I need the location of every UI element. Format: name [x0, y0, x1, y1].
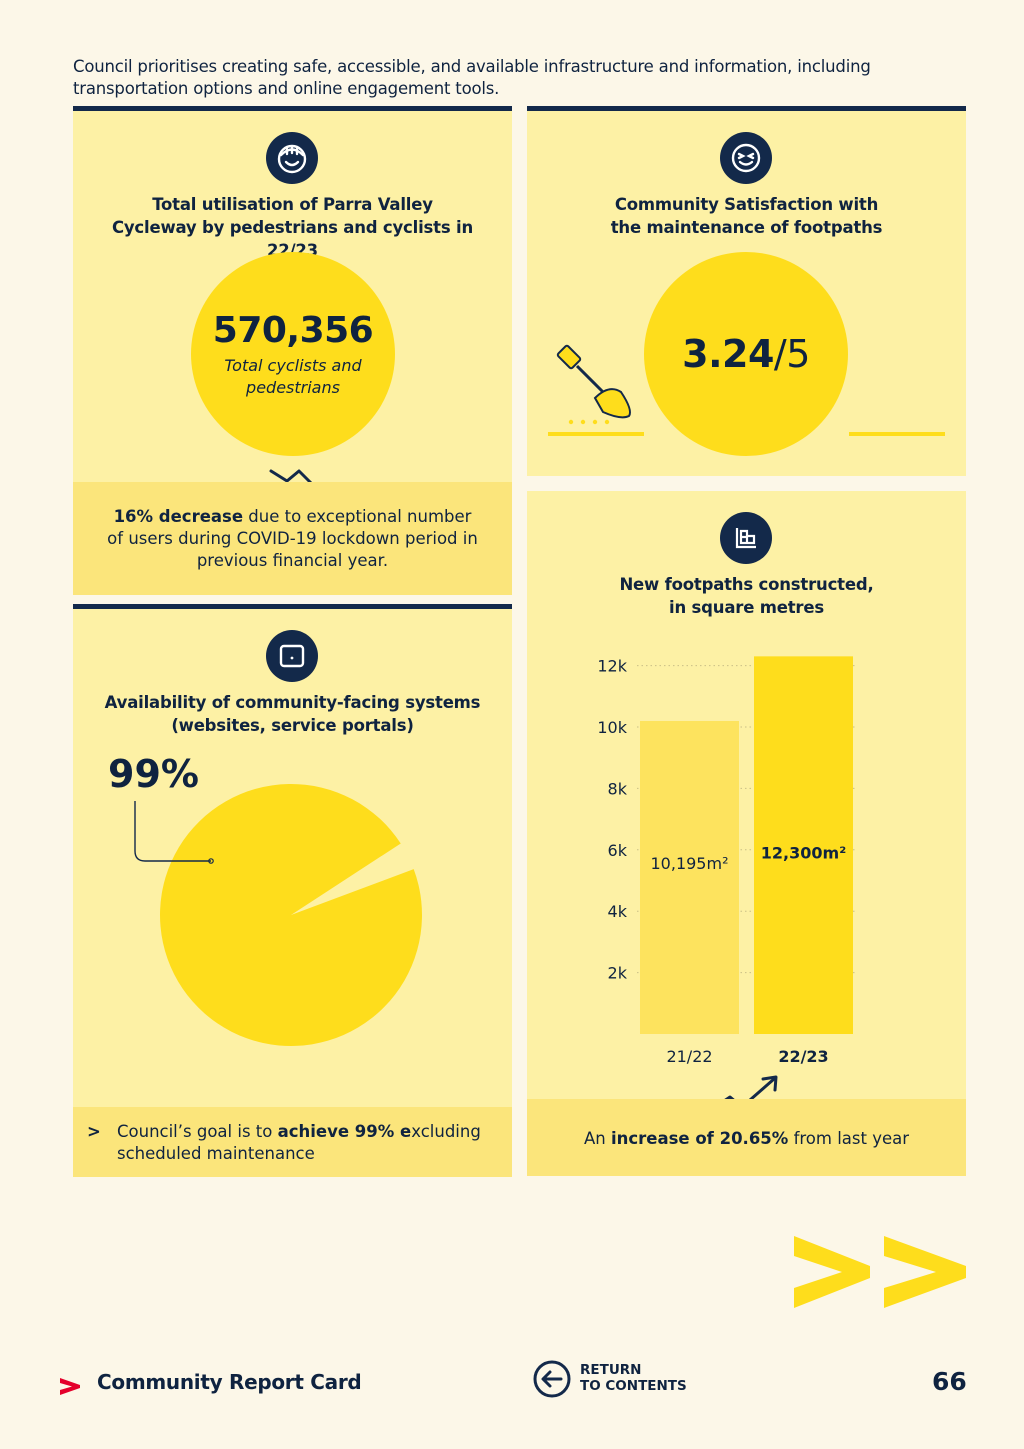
ground-line-right	[849, 432, 945, 436]
helmet-smile-icon	[266, 132, 318, 184]
availability-note-prefix: Council’s goal is to	[117, 1122, 278, 1141]
availability-title: Availability of community-facing systems…	[104, 693, 481, 735]
satisfaction-title: Community Satisfaction with the maintena…	[610, 195, 883, 237]
ground-line-left	[548, 432, 644, 436]
page-footer: Community Report Card RETURN TO CONTENTS…	[0, 1355, 1024, 1415]
cycleway-note: 16% decrease due to exceptional number o…	[73, 482, 512, 595]
satisfaction-score: 3.24/5	[682, 332, 810, 376]
bar-21/22	[640, 720, 739, 1034]
availability-card: Availability of community-facing systems…	[73, 604, 512, 1177]
double-chevron-icon	[794, 1236, 966, 1308]
x-tick-label: 21/22	[666, 1047, 712, 1066]
return-label: RETURN TO CONTENTS	[580, 1362, 687, 1394]
availability-note-rest: xcluding scheduled maintenance	[117, 1122, 481, 1163]
cycleway-title: Total utilisation of Parra Valley Cyclew…	[111, 195, 474, 260]
bar-22/23	[754, 656, 853, 1034]
return-line-1: RETURN	[580, 1362, 642, 1378]
red-chevron-icon	[60, 1378, 80, 1395]
bar-data-label: 12,300m²	[761, 843, 846, 862]
availability-note-bold: achieve 99% e	[277, 1122, 412, 1141]
satisfaction-card: Community Satisfaction with the maintena…	[527, 106, 966, 476]
y-tick-label: 12k	[597, 657, 627, 676]
pie-slice-available	[160, 784, 423, 1047]
cycleway-note-bold: 16% decrease	[113, 507, 244, 526]
footpaths-note-bold: increase of 20.65%	[610, 1129, 789, 1148]
footpaths-bar-chart: 2k 4k 6k 8k 10k 12k 21/22 10,195m² 22/23 12,300m²	[597, 656, 857, 1066]
shovel-icon	[556, 344, 631, 425]
y-tick-label: 10k	[597, 718, 627, 737]
footpaths-note-prefix: An	[583, 1129, 611, 1148]
chevron-right-icon: >	[87, 1122, 101, 1141]
footpaths-title: New footpaths constructed, in square met…	[619, 575, 874, 617]
report-name: Community Report Card	[97, 1370, 362, 1394]
y-tick-label: 4k	[608, 902, 628, 921]
intro-text: Council prioritises creating safe, acces…	[73, 57, 871, 98]
footpaths-note: An increase of 20.65% from last year	[527, 1099, 966, 1176]
y-tick-label: 2k	[608, 964, 628, 983]
callout-dot	[208, 858, 214, 864]
cycleway-note-text: due to exceptional number of users durin…	[107, 507, 478, 570]
bar-data-label: 10,195m²	[651, 854, 729, 873]
return-line-2: TO CONTENTS	[580, 1378, 687, 1394]
arrow-left-circle-icon	[533, 1360, 571, 1398]
callout-line	[134, 801, 211, 862]
page-number: 66	[932, 1367, 967, 1396]
availability-note: > Council’s goal is to achieve 99% exclu…	[73, 1107, 512, 1177]
footpaths-note-rest: from last year	[788, 1129, 910, 1148]
return-to-contents-link[interactable]: RETURN TO CONTENTS	[532, 1358, 702, 1402]
cycleway-value: 570,356	[212, 309, 374, 351]
y-tick-label: 8k	[608, 779, 628, 798]
monitor-icon	[266, 630, 318, 682]
availability-pie-chart	[134, 784, 423, 1047]
footpaths-card: New footpaths constructed, in square met…	[527, 491, 966, 1176]
y-tick-label: 6k	[608, 841, 628, 860]
x-tick-label: 22/23	[778, 1047, 828, 1066]
smiley-icon	[720, 132, 772, 184]
cycleway-card: Total utilisation of Parra Valley Cyclew…	[73, 106, 512, 595]
satisfaction-score-scale: /5	[773, 332, 810, 376]
cycleway-circle: 570,356 Total cyclists and pedestrians	[191, 252, 395, 456]
cycleway-subtitle: Total cyclists and pedestrians	[224, 355, 362, 397]
satisfaction-circle: 3.24/5	[644, 252, 848, 456]
availability-value: 99%	[108, 752, 199, 796]
building-blocks-icon	[720, 512, 772, 564]
satisfaction-score-value: 3.24	[682, 332, 774, 376]
